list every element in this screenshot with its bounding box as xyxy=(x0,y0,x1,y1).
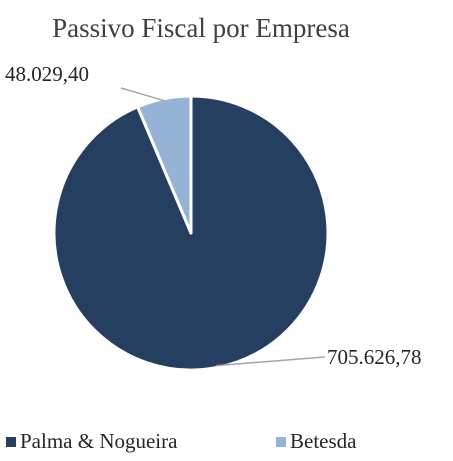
leader-line-betesda xyxy=(121,88,164,101)
legend: Palma & Nogueira Betesda xyxy=(6,429,357,453)
legend-swatch-palma-nogueira xyxy=(6,437,16,447)
pie-slices xyxy=(54,96,328,370)
data-label-betesda: 48.029,40 xyxy=(5,62,89,86)
data-label-palma-nogueira: 705.626,78 xyxy=(327,345,422,369)
chart-title: Passivo Fiscal por Empresa xyxy=(52,13,350,43)
legend-label-betesda: Betesda xyxy=(290,429,357,453)
legend-label-palma-nogueira: Palma & Nogueira xyxy=(20,429,178,453)
legend-swatch-betesda xyxy=(276,437,286,447)
